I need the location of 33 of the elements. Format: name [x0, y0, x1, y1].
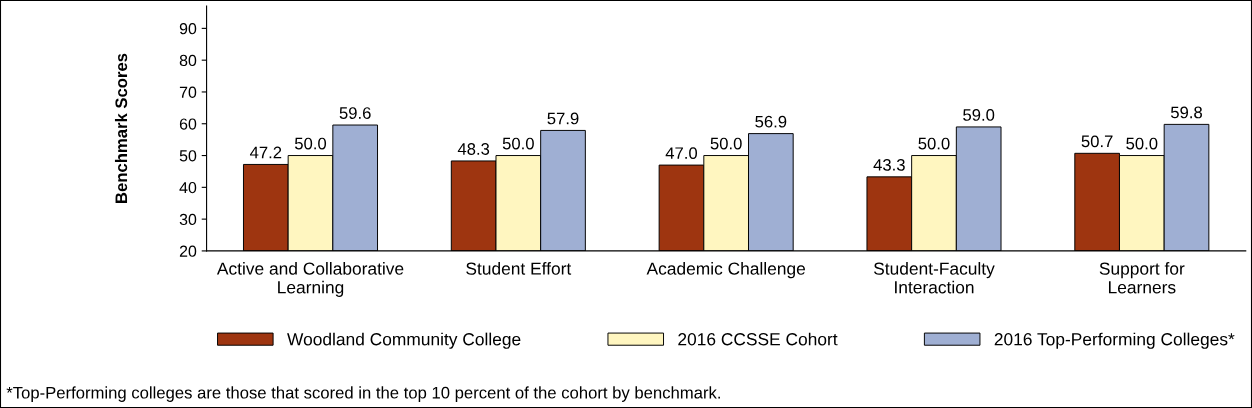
y-tick-label: 30 — [179, 213, 197, 226]
data-label: 59.6 — [339, 107, 371, 119]
data-label: 56.9 — [755, 115, 787, 128]
x-tick-label: Student-Faculty Interaction — [873, 262, 995, 294]
x-tick-label: Academic Challenge — [646, 262, 806, 279]
data-label: 50.0 — [710, 137, 742, 150]
data-label: 43.3 — [873, 158, 905, 171]
data-label: 47.0 — [665, 147, 698, 160]
data-label: 50.0 — [294, 137, 327, 150]
legend-label: Woodland Community College — [287, 332, 521, 349]
y-tick-label: 50 — [179, 150, 197, 162]
x-tick-label: Active and Collaborative Learning — [216, 262, 404, 297]
data-label: 50.0 — [918, 137, 950, 150]
y-tick-label: 70 — [179, 86, 197, 98]
x-tick-label: Support for Learners — [1099, 262, 1185, 294]
data-label: 50.0 — [502, 137, 534, 150]
text: *Top-Performing colleges are those that scored in the top 10 percent of the cohort by benchmark. — [6, 386, 720, 402]
data-label: 50.7 — [1081, 135, 1113, 148]
y-axis-title: Benchmark Scores — [114, 53, 128, 203]
y-tick-label: 80 — [179, 54, 197, 67]
data-label: 50.0 — [1126, 137, 1158, 150]
data-label: 47.2 — [249, 146, 282, 159]
data-label: 48.3 — [457, 143, 490, 155]
y-tick-label: 20 — [179, 245, 197, 257]
data-label: 59.8 — [1170, 106, 1202, 119]
y-tick-label: 90 — [179, 23, 197, 35]
data-label: 57.9 — [547, 112, 579, 125]
y-tick-label: 60 — [179, 118, 197, 130]
y-tick-label: 40 — [179, 181, 197, 194]
x-tick-label: Student Effort — [466, 262, 572, 275]
data-label: 59.0 — [963, 109, 995, 121]
legend-label: 2016 Top-Performing Colleges* — [994, 332, 1235, 349]
legend-label: 2016 CCSSE Cohort — [678, 332, 838, 346]
